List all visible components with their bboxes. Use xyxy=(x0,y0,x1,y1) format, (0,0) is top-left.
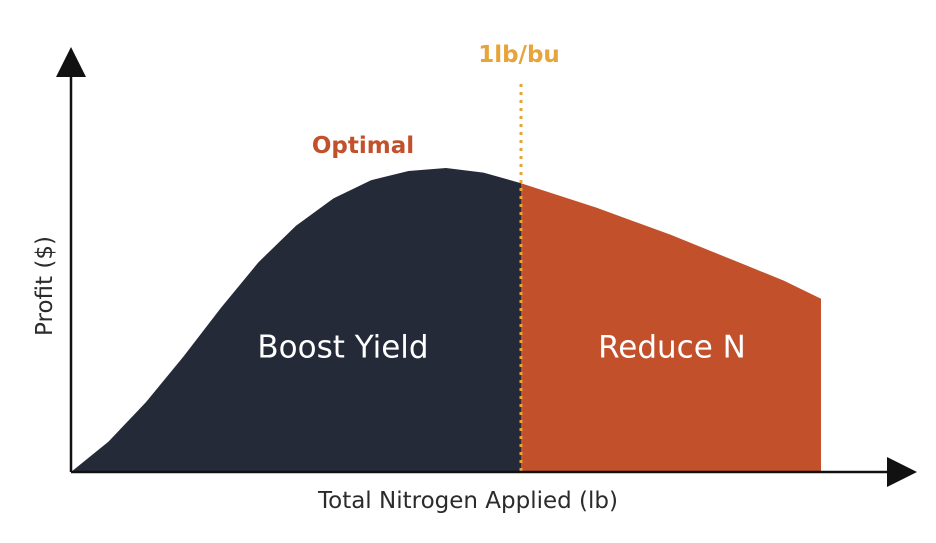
region-label-reduce-n: Reduce N xyxy=(598,330,746,366)
reduce-n-area xyxy=(521,183,821,472)
y-axis-title: Profit ($) xyxy=(32,236,58,336)
threshold-annotation: 1lb/bu xyxy=(478,42,560,68)
region-label-boost-yield: Boost Yield xyxy=(257,330,428,366)
optimal-annotation: Optimal xyxy=(312,133,414,159)
x-axis-title: Total Nitrogen Applied (lb) xyxy=(317,488,618,514)
boost-yield-area xyxy=(71,168,521,472)
